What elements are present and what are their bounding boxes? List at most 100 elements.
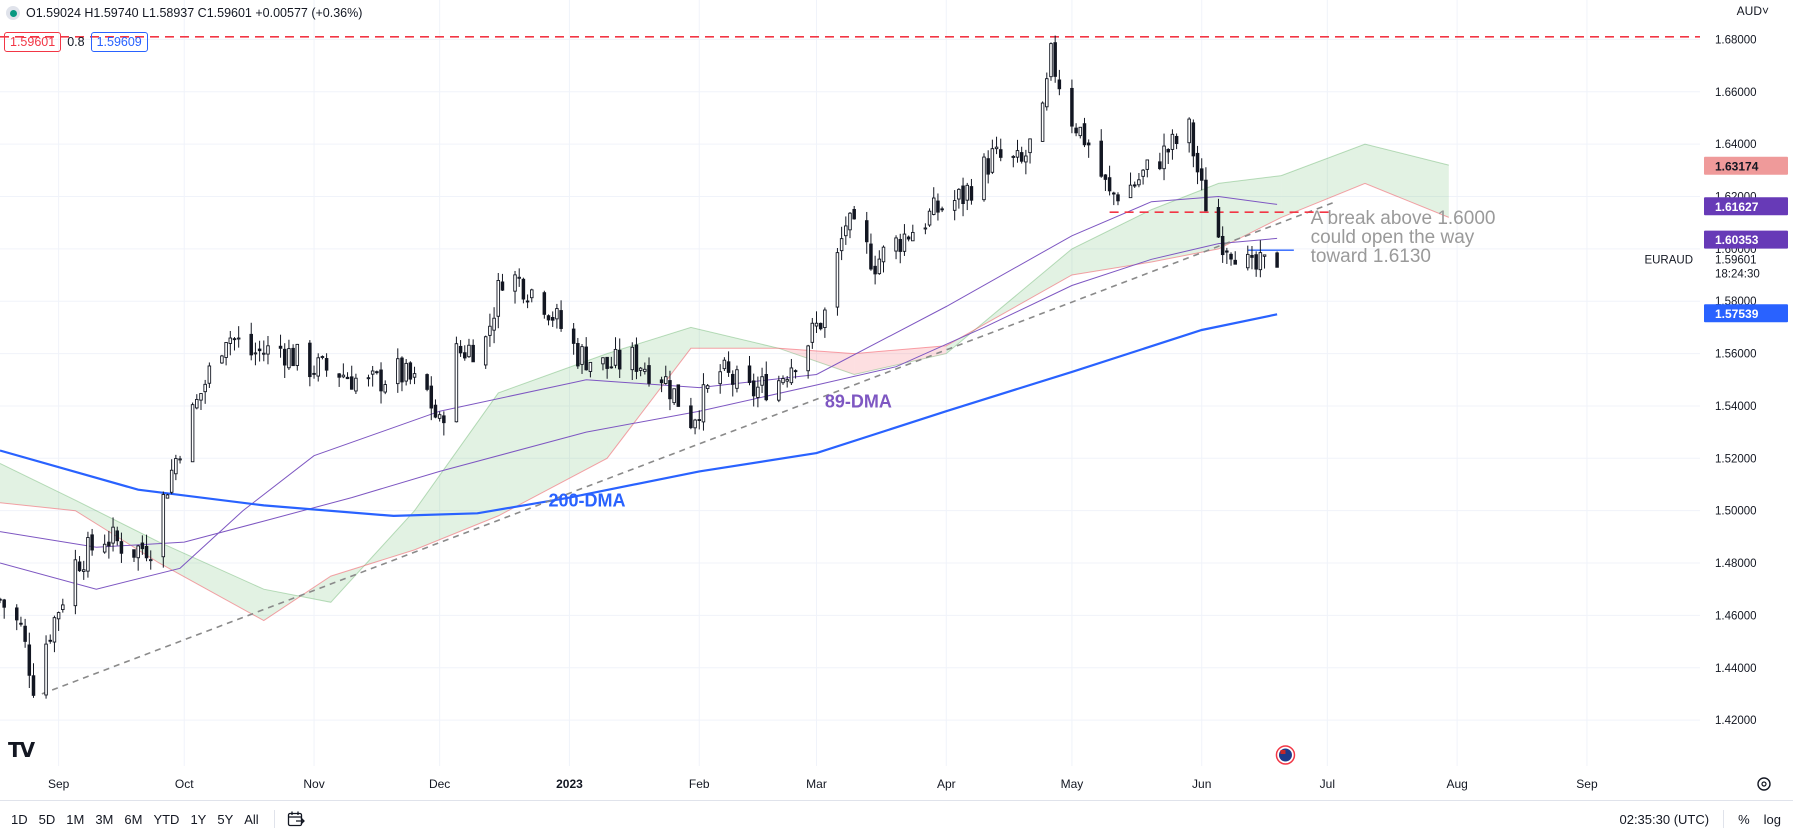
candle-body <box>345 376 350 380</box>
cloud-segment <box>778 348 855 375</box>
candle-body <box>262 352 266 355</box>
utc-clock[interactable]: 02:35:30 (UTC) <box>1619 811 1710 827</box>
candle-body <box>927 210 932 226</box>
candle-body <box>998 149 1003 158</box>
range-1d-button[interactable]: 1D <box>11 811 28 827</box>
percent-scale-toggle[interactable]: % <box>1738 811 1750 827</box>
spread-value: 0.8 <box>67 35 85 49</box>
gear-icon[interactable] <box>1757 777 1771 791</box>
candle-body <box>1246 253 1250 269</box>
candle-body <box>316 357 320 377</box>
time-tick-label: Oct <box>175 777 194 791</box>
candle-body <box>471 344 475 363</box>
candle-body <box>961 185 965 205</box>
price-axis: 1.680001.660001.640001.620001.600001.580… <box>1704 34 1788 727</box>
candle-body <box>1128 184 1133 199</box>
candle-body <box>906 236 911 240</box>
candle-body <box>731 373 735 385</box>
range-5y-button[interactable]: 5Y <box>217 811 234 827</box>
price-badge-label: 1.63174 <box>1715 159 1759 173</box>
candle-body <box>429 385 434 409</box>
price-chart[interactable]: A break above 1.6000 could open the way to… <box>0 0 1793 800</box>
candle-body <box>119 541 124 554</box>
candle-body <box>220 355 224 364</box>
candle-body <box>81 569 86 572</box>
candle-body <box>488 325 492 336</box>
range-5d-button[interactable]: 5D <box>38 811 56 827</box>
candle-body <box>463 352 467 359</box>
breakout-annotation: A break above 1.6000 could open the way to… <box>1311 208 1496 267</box>
candle-body <box>873 265 877 275</box>
last-price-label: 1.59601 <box>1715 254 1757 266</box>
candle-body <box>1262 254 1267 257</box>
calendar-goto-icon[interactable] <box>285 810 307 828</box>
price-badge-label: 1.60353 <box>1715 233 1759 247</box>
candle-body <box>492 317 496 331</box>
cloud-segment <box>263 576 331 621</box>
candle-body <box>542 292 547 315</box>
price-badge-label: 1.57539 <box>1715 307 1759 321</box>
range-6m-button[interactable]: 6M <box>124 811 143 827</box>
candle-body <box>249 333 253 356</box>
candle-body <box>1233 259 1237 265</box>
candle-body <box>869 243 873 270</box>
candle-body <box>1258 252 1263 271</box>
price-badge <box>1704 230 1788 249</box>
candle-body <box>726 361 731 373</box>
ask-price-button[interactable]: 1.59609 <box>90 32 148 52</box>
candle-body <box>442 415 446 424</box>
cloud-segment <box>854 345 947 375</box>
candle-body <box>1166 149 1170 153</box>
candle-body <box>102 543 107 553</box>
candle-body <box>224 342 228 358</box>
candle-body <box>806 345 810 372</box>
candle-body <box>576 342 580 367</box>
candle-body <box>458 345 463 354</box>
currency-selector[interactable]: AUD˅ <box>1736 4 1769 18</box>
range-ytd-button[interactable]: YTD <box>153 811 180 827</box>
candle-body <box>735 369 739 389</box>
candle-body <box>1107 177 1112 192</box>
candle-body <box>911 231 915 242</box>
cloud-segment <box>159 542 264 621</box>
candle-body <box>936 200 940 213</box>
candle-body <box>718 371 722 385</box>
candle-body <box>1082 123 1087 146</box>
range-3m-button[interactable]: 3M <box>95 811 114 827</box>
candle-body <box>111 526 115 544</box>
range-1m-button[interactable]: 1M <box>66 811 85 827</box>
tradingview-logo[interactable]: TV <box>8 738 35 762</box>
candle-body <box>609 366 614 369</box>
candle-body <box>1225 250 1229 253</box>
candle-body <box>969 186 974 201</box>
candle-body <box>1053 42 1057 77</box>
cloud-segment <box>607 327 691 459</box>
price-badge <box>1704 197 1788 216</box>
candle-body <box>818 322 823 330</box>
toolbar-right: 02:35:30 (UTC) % log <box>1619 801 1781 837</box>
ohlc-legend: O1.59024 H1.59740 L1.58937 C1.59601 +0.0… <box>6 6 362 20</box>
candle-body <box>668 380 672 400</box>
log-scale-toggle[interactable]: log <box>1763 811 1781 827</box>
candle-body <box>1049 43 1053 78</box>
candle-body <box>931 197 936 215</box>
cloud-segment <box>414 392 499 550</box>
candle-body <box>232 338 237 341</box>
candle-body <box>1158 161 1162 170</box>
range-all-button[interactable]: All <box>244 811 259 827</box>
range-1y-button[interactable]: 1Y <box>190 811 207 827</box>
candle-body <box>107 541 111 547</box>
candle-body <box>19 622 23 625</box>
candle-body <box>1045 78 1049 108</box>
bid-price-button[interactable]: 1.59601 <box>4 32 62 52</box>
candle-body <box>1070 87 1074 127</box>
candle-body <box>207 365 212 384</box>
cloud-segment <box>498 353 608 516</box>
candle-body <box>23 625 27 642</box>
candle-body <box>412 373 417 378</box>
candle-body <box>1170 133 1175 150</box>
candle-body <box>295 343 300 366</box>
candle-body <box>61 604 65 611</box>
candle-body <box>701 384 706 423</box>
candle-body <box>1250 254 1254 258</box>
